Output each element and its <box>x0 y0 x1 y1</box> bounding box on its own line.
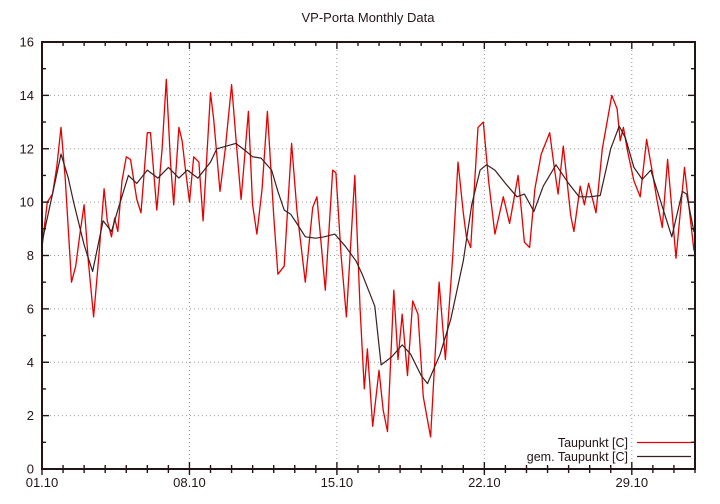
y-tick-label: 10 <box>20 195 34 210</box>
y-tick-label: 8 <box>27 248 34 263</box>
legend-label-taupunkt: Taupunkt [C] <box>558 436 628 450</box>
y-tick-label: 2 <box>27 408 34 423</box>
series-line-gem-taupunkt <box>41 125 695 385</box>
x-tick-label: 08.10 <box>173 475 206 490</box>
legend-label-gem-taupunkt: gem. Taupunkt [C] <box>527 450 628 464</box>
x-tick-label: 15.10 <box>321 475 354 490</box>
legend: Taupunkt [C] gem. Taupunkt [C] <box>527 436 691 464</box>
y-tick-label: 4 <box>27 355 34 370</box>
plot-frame <box>41 41 696 470</box>
y-tick-label: 14 <box>20 88 34 103</box>
gridlines <box>42 42 695 469</box>
y-tick-label: 6 <box>27 301 34 316</box>
y-tick-label: 0 <box>27 462 34 477</box>
y-tick-label: 16 <box>20 35 34 50</box>
axis-ticks <box>41 41 696 475</box>
series-line-taupunkt <box>41 78 695 438</box>
chart-title: VP-Porta Monthly Data <box>302 10 436 25</box>
axis-tick-labels: 01.10 08.10 15.10 22.10 29.10 0 2 4 6 8 10 12 14 16 <box>20 35 649 491</box>
plot-border <box>41 41 696 470</box>
data-series <box>41 78 695 438</box>
x-tick-label: 22.10 <box>468 475 501 490</box>
y-tick-label: 12 <box>20 141 34 156</box>
x-tick-label: 01.10 <box>26 475 59 490</box>
x-tick-label: 29.10 <box>616 475 649 490</box>
